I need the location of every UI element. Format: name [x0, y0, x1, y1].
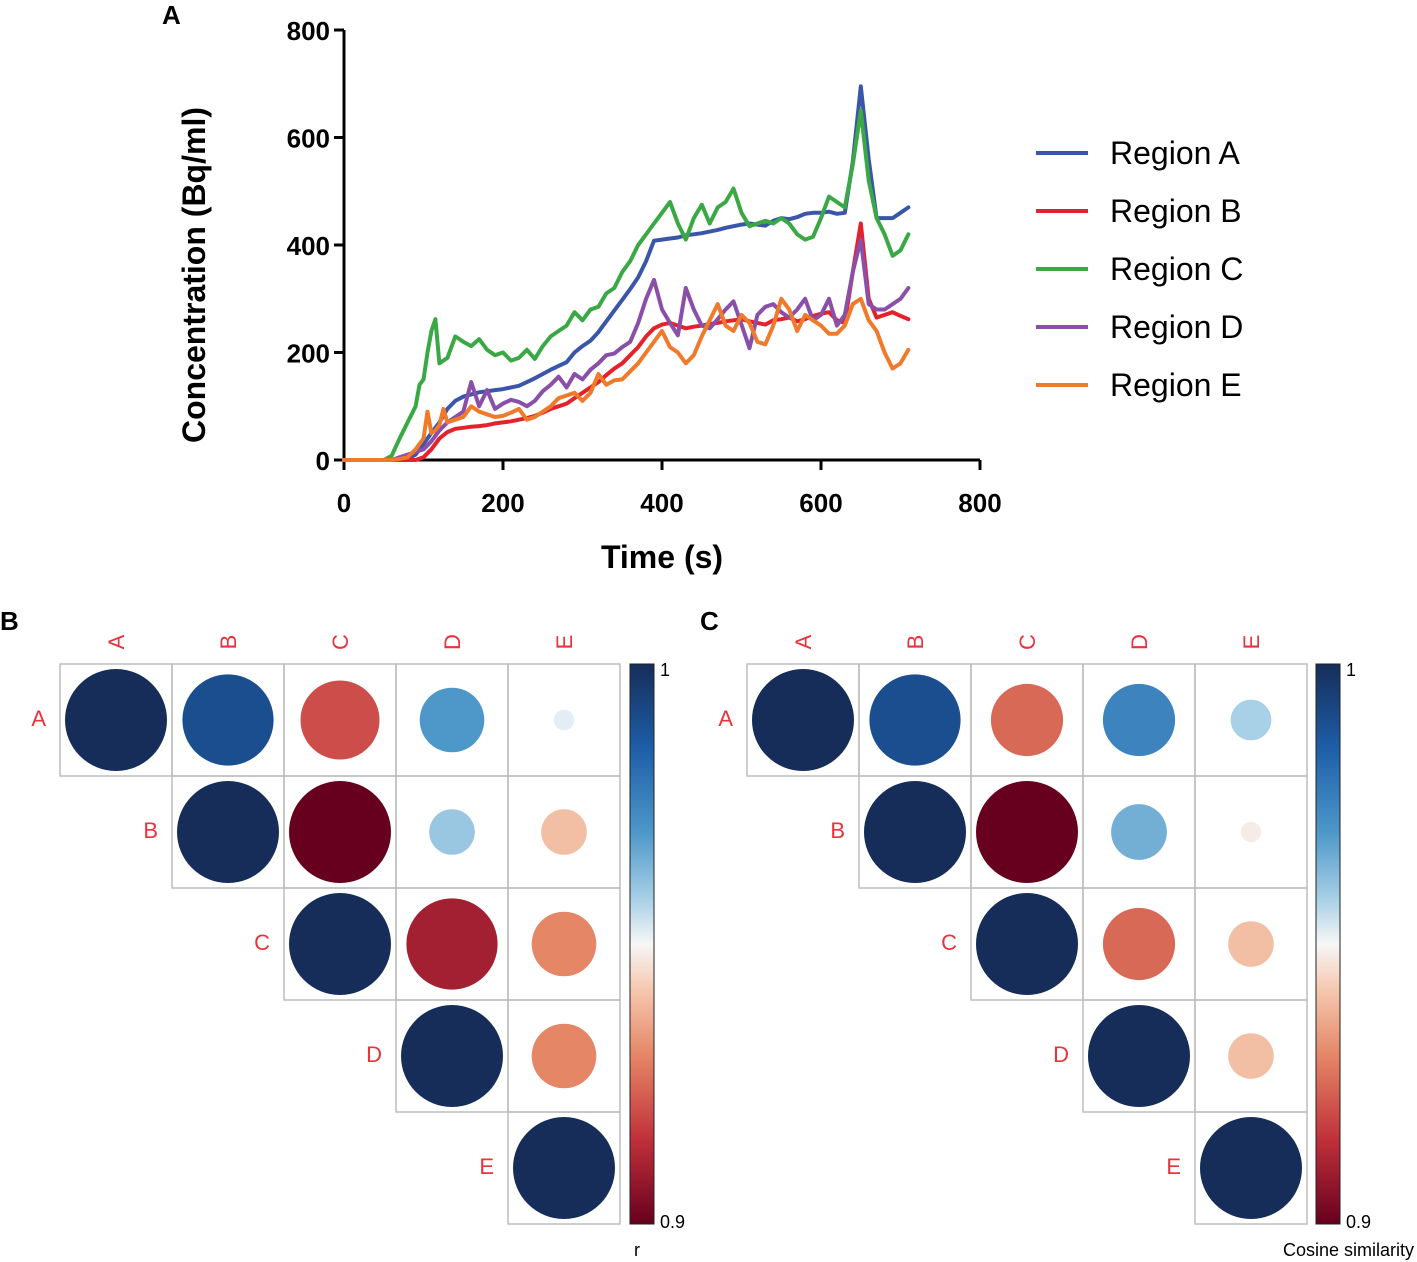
- matrix-circle: [177, 781, 279, 883]
- cosine-similarity-matrix: A B C D E A B C D E 1 0.9 Cosine similarity: [718, 634, 1414, 1260]
- row-label: E: [479, 1154, 494, 1179]
- x-tick-label: 200: [481, 488, 524, 518]
- matrix-circle: [541, 809, 587, 855]
- series-line-region-c: [342, 108, 911, 462]
- matrix-circle: [1228, 921, 1274, 967]
- row-label: B: [143, 818, 158, 843]
- column-label: E: [1239, 635, 1264, 650]
- legend-label: Region D: [1110, 309, 1243, 345]
- panel-b: B A B C D E A B C D E 1 0.9 r: [0, 606, 685, 1260]
- matrix-cell: [507, 1111, 621, 1225]
- legend-label: Region C: [1110, 251, 1243, 287]
- panel-a: A 0 200 400 600 800 0 200 400 600 800 Time (s) Conc…: [162, 0, 1243, 575]
- column-label: C: [328, 634, 353, 650]
- column-label: B: [216, 635, 241, 650]
- line-chart-legend: Region A Region B Region C Region D Region E: [1036, 135, 1243, 403]
- row-label: A: [718, 706, 733, 731]
- column-label: D: [1127, 634, 1152, 650]
- matrix-circle: [401, 1005, 503, 1107]
- row-label: B: [830, 818, 845, 843]
- correlation-matrix: A B C D E A B C D E 1 0.9 r: [31, 634, 685, 1260]
- series-line-region-e: [342, 296, 911, 462]
- matrix-circle: [976, 893, 1078, 995]
- legend-item: Region A: [1036, 135, 1241, 171]
- colorbar: [1315, 663, 1341, 1225]
- panel-c: C A B C D E A B C D E 1 0.9 Cosine similarity: [700, 606, 1414, 1260]
- row-label: C: [254, 930, 270, 955]
- y-tick-label: 600: [287, 124, 330, 154]
- matrix-circle: [419, 687, 485, 753]
- column-label: A: [104, 634, 129, 649]
- matrix-circle: [429, 809, 475, 855]
- matrix-circle: [1102, 907, 1176, 981]
- legend-label: Region A: [1110, 135, 1241, 171]
- matrix-circle: [65, 669, 167, 771]
- column-label: C: [1015, 634, 1040, 650]
- legend-item: Region E: [1036, 367, 1242, 403]
- column-label: E: [552, 635, 577, 650]
- matrix-circle: [1200, 1117, 1302, 1219]
- matrix-circle: [1228, 1033, 1274, 1079]
- row-label: A: [31, 706, 46, 731]
- matrix-circle: [1230, 699, 1272, 741]
- column-label: A: [791, 634, 816, 649]
- row-label: C: [941, 930, 957, 955]
- matrix-circle: [406, 898, 498, 990]
- legend-item: Region C: [1036, 251, 1243, 287]
- matrix-circle: [1102, 683, 1176, 757]
- row-label: D: [366, 1042, 382, 1067]
- x-tick-label: 600: [799, 488, 842, 518]
- matrix-circle: [752, 669, 854, 771]
- row-label: E: [1166, 1154, 1181, 1179]
- matrix-cell: [1194, 1111, 1308, 1225]
- legend-item: Region D: [1036, 309, 1243, 345]
- colorbar-title: r: [634, 1240, 640, 1260]
- column-label: D: [440, 634, 465, 650]
- line-chart-series: [342, 84, 911, 462]
- matrix-circle: [531, 1023, 597, 1089]
- colorbar-max-label: 1: [660, 660, 670, 680]
- matrix-circle: [976, 781, 1078, 883]
- matrix-circle: [1240, 821, 1262, 843]
- colorbar-max-label: 1: [1346, 660, 1356, 680]
- colorbar-min-label: 0.9: [660, 1212, 685, 1232]
- matrix-circle: [864, 781, 966, 883]
- x-tick-label: 0: [337, 488, 351, 518]
- y-tick-label: 400: [287, 231, 330, 261]
- legend-item: Region B: [1036, 193, 1242, 229]
- series-line-region-a: [342, 84, 911, 462]
- y-tick-label: 0: [316, 446, 330, 476]
- panel-label-b: B: [0, 606, 19, 636]
- x-tick-label: 800: [958, 488, 1001, 518]
- legend-label: Region B: [1110, 193, 1242, 229]
- matrix-circle: [513, 1117, 615, 1219]
- axes-frame: [342, 30, 980, 462]
- matrix-circle: [289, 893, 391, 995]
- matrix-circle: [531, 911, 597, 977]
- row-label: D: [1053, 1042, 1069, 1067]
- matrix-circle: [553, 709, 575, 731]
- panel-label-a: A: [162, 0, 181, 30]
- colorbar: [629, 663, 655, 1225]
- matrix-circle: [869, 674, 961, 766]
- line-chart-axes: 0 200 400 600 800 0 200 400 600 800 Time (s) Concen…: [176, 16, 1002, 575]
- series-line-region-b: [342, 221, 911, 462]
- matrix-circle: [1088, 1005, 1190, 1107]
- y-axis-title: Concentration (Bq/ml): [176, 107, 212, 443]
- matrix-circle: [300, 680, 380, 760]
- matrix-circle: [1111, 804, 1167, 860]
- x-tick-label: 400: [640, 488, 683, 518]
- colorbar-min-label: 0.9: [1346, 1212, 1371, 1232]
- panel-label-c: C: [700, 606, 719, 636]
- column-label: B: [903, 635, 928, 650]
- y-tick-label: 200: [287, 339, 330, 369]
- matrix-circle: [182, 674, 274, 766]
- legend-label: Region E: [1110, 367, 1242, 403]
- matrix-circle: [990, 683, 1064, 757]
- colorbar-title: Cosine similarity: [1283, 1240, 1414, 1260]
- x-axis-title: Time (s): [601, 539, 723, 575]
- matrix-circle: [289, 781, 391, 883]
- y-tick-label: 800: [287, 16, 330, 46]
